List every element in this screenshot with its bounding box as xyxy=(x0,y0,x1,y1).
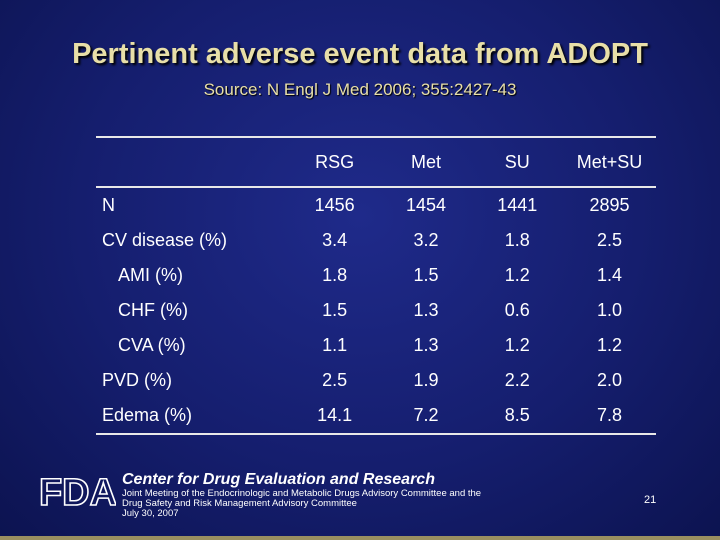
cell-value: 1.3 xyxy=(413,335,439,355)
cell-value: 1.5 xyxy=(413,265,439,285)
cell-value: 2.5 xyxy=(322,370,348,390)
table-row: Edema (%) 14.1 7.2 8.5 7.8 xyxy=(96,398,656,435)
column-header-met-su: Met+SU xyxy=(562,136,656,188)
table-row: N 1456 1454 1441 2895 xyxy=(96,187,656,223)
cell-value: 2.5 xyxy=(596,230,622,250)
cell-value: 1441 xyxy=(497,195,538,215)
cell-value: 1.0 xyxy=(596,300,622,320)
table-row: CVA (%) 1.1 1.3 1.2 1.2 xyxy=(96,328,656,363)
slide-title: Pertinent adverse event data from ADOPT xyxy=(72,38,648,70)
cell-value: 14.1 xyxy=(289,398,381,435)
cell-value: 1.5 xyxy=(322,300,348,320)
table-row: CV disease (%) 3.4 3.2 1.8 2.5 xyxy=(96,223,656,258)
fda-logo: FDA xyxy=(40,471,116,512)
row-label: CVA (%) xyxy=(118,335,186,355)
fda-logo-text: FDA xyxy=(40,472,116,512)
cell-value: 1.3 xyxy=(413,300,439,320)
cell-value: 1.2 xyxy=(596,335,622,355)
cell-value: 0.6 xyxy=(504,300,530,320)
cell-value: 1456 xyxy=(314,195,355,215)
column-header-rsg: RSG xyxy=(289,136,381,188)
page-number: 21 xyxy=(644,494,657,506)
table-row: AMI (%) 1.8 1.5 1.2 1.4 xyxy=(96,258,656,293)
cell-value: 2.2 xyxy=(504,370,530,390)
cell-value: 1454 xyxy=(405,195,446,215)
meeting-line-1: Joint Meeting of the Endocrinologic and … xyxy=(122,488,482,499)
cell-value: 8.5 xyxy=(471,398,563,435)
column-header-met: Met xyxy=(380,136,472,188)
table-row: PVD (%) 2.5 1.9 2.2 2.0 xyxy=(96,363,656,398)
table-header-row: RSG Met SU Met+SU xyxy=(96,136,656,188)
cell-value: 1.8 xyxy=(504,230,530,250)
cell-value: 3.4 xyxy=(322,230,348,250)
meeting-date: July 30, 2007 xyxy=(122,508,179,519)
cell-value: 3.2 xyxy=(413,230,439,250)
cell-value: 1.1 xyxy=(322,335,348,355)
row-label: AMI (%) xyxy=(118,265,183,285)
row-label: CV disease (%) xyxy=(102,230,228,250)
header-empty-cell xyxy=(96,136,290,188)
cell-value: 1.8 xyxy=(322,265,348,285)
cell-value: 2.0 xyxy=(596,370,622,390)
center-name: Center for Drug Evaluation and Research xyxy=(122,471,435,488)
cell-value: 1.9 xyxy=(413,370,439,390)
meeting-line-2: Drug Safety and Risk Management Advisory… xyxy=(122,498,357,509)
row-label: PVD (%) xyxy=(102,370,173,390)
adverse-event-table: RSG Met SU Met+SU N 1456 1454 1441 2895 … xyxy=(96,136,656,435)
cell-value: 7.2 xyxy=(380,398,472,435)
row-label: N xyxy=(102,195,115,215)
cell-value: 1.2 xyxy=(504,265,530,285)
cell-value: 1.4 xyxy=(596,265,622,285)
row-label: Edema (%) xyxy=(96,398,290,435)
table-row: CHF (%) 1.5 1.3 0.6 1.0 xyxy=(96,293,656,328)
cell-value: 2895 xyxy=(589,195,630,215)
footer-divider xyxy=(0,536,720,540)
row-label: CHF (%) xyxy=(118,300,188,320)
column-header-su: SU xyxy=(471,136,563,188)
slide-subtitle: Source: N Engl J Med 2006; 355:2427-43 xyxy=(203,80,517,99)
meeting-info: Joint Meeting of the Endocrinologic and … xyxy=(122,489,542,519)
cell-value: 7.8 xyxy=(562,398,656,435)
cell-value: 1.2 xyxy=(504,335,530,355)
